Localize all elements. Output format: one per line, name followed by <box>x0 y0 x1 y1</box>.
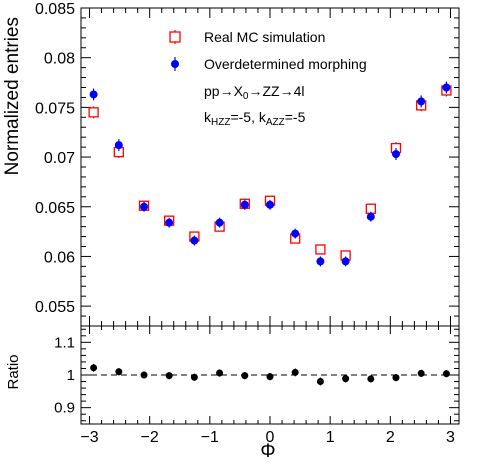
ratio-point <box>342 374 350 383</box>
morphing-marker <box>316 257 325 266</box>
ratio-y-tick-label: 0.9 <box>54 400 75 417</box>
real-mc-marker <box>88 107 99 118</box>
legend-morphing-label: Overdetermined morphing <box>204 56 367 72</box>
morphing-point <box>316 256 325 267</box>
ratio-point <box>241 372 249 380</box>
morphing-marker <box>89 90 98 99</box>
morphing-marker <box>291 229 300 238</box>
ratio-marker <box>367 375 375 383</box>
ratio-marker <box>417 369 425 377</box>
ratio-marker <box>266 373 274 381</box>
morphing-marker <box>341 257 350 266</box>
morphing-point <box>190 235 199 246</box>
ratio-marker <box>140 371 148 379</box>
ratio-marker <box>241 372 249 380</box>
x-tick-label: 2 <box>386 429 395 446</box>
legend-real-mc-label: Real MC simulation <box>204 29 325 45</box>
ratio-marker <box>90 364 98 372</box>
ratio-y-tick-label: 1.1 <box>54 334 75 351</box>
morphing-marker <box>442 83 451 92</box>
x-tick-label: 3 <box>446 429 455 446</box>
morphing-point <box>341 256 350 267</box>
main-y-tick-label: 0.075 <box>35 100 75 117</box>
ratio-marker <box>291 368 299 376</box>
morphing-marker <box>190 236 199 245</box>
ratio-point <box>266 373 274 381</box>
morphing-point <box>140 201 149 212</box>
ratio-point <box>190 373 198 381</box>
morphing-point <box>266 199 274 210</box>
main-y-axis-title: Normalized entries <box>2 17 23 175</box>
x-axis-title: Φ <box>260 441 275 462</box>
morphing-point <box>442 81 451 94</box>
morphing-point <box>366 211 375 222</box>
ratio-marker <box>216 369 224 377</box>
morphing-point <box>240 199 249 210</box>
main-y-tick-label: 0.06 <box>44 249 75 266</box>
real-mc-point <box>315 244 326 255</box>
main-y-tick-label: 0.07 <box>44 150 75 167</box>
x-tick-label: 1 <box>326 429 335 446</box>
real-mc-point <box>88 106 99 119</box>
main-y-tick-label: 0.08 <box>44 51 75 68</box>
ratio-point <box>291 368 299 377</box>
morphing-marker <box>215 218 224 227</box>
ratio-plot-panel: −3 −2 −1 0 1 2 3 0.9 1 1.1 <box>54 325 460 446</box>
process-annotation: pp→X0→ZZ→4l <box>204 83 304 102</box>
ratio-point <box>216 369 224 377</box>
ratio-marker <box>316 378 324 386</box>
ratio-marker <box>115 368 123 376</box>
morphing-marker <box>391 150 400 159</box>
ratio-point <box>140 371 148 379</box>
ratio-marker <box>190 373 198 381</box>
ratio-point <box>115 368 123 376</box>
morphing-marker <box>165 218 174 227</box>
morphing-point <box>215 217 224 228</box>
legend-morphing-marker <box>171 60 179 68</box>
real-mc-marker <box>315 244 326 255</box>
ratio-y-axis-title: Ratio <box>5 354 22 389</box>
main-y-tick-label: 0.065 <box>35 200 75 217</box>
morphing-point <box>417 95 426 108</box>
main-y-tick-label: 0.055 <box>35 299 75 316</box>
morphing-marker <box>417 97 426 106</box>
ratio-marker <box>342 375 350 383</box>
morphing-point <box>89 88 98 101</box>
main-plot-panel: 0.055 0.06 0.065 0.07 0.075 0.08 0.085 <box>35 1 460 327</box>
morphing-point <box>165 217 174 228</box>
ratio-y-tick-label: 1 <box>67 367 75 384</box>
morphing-point <box>291 228 300 239</box>
ratio-point <box>165 372 173 380</box>
morphing-point <box>391 148 400 161</box>
ratio-point <box>392 374 400 382</box>
morphing-marker <box>266 200 274 209</box>
morphing-marker <box>114 141 123 150</box>
legend-entry-morphing: Overdetermined morphing <box>171 56 367 72</box>
legend-entry-real-mc: Real MC simulation <box>169 29 325 45</box>
ratio-point <box>417 369 425 377</box>
legend-real-mc-marker <box>169 31 181 43</box>
morphing-point <box>114 139 123 152</box>
coupling-annotation: kHZZ=-5, kAZZ=-5 <box>204 109 306 128</box>
ratio-point <box>90 363 98 372</box>
x-tick-label: −3 <box>80 429 98 446</box>
ratio-point <box>316 377 324 386</box>
x-tick-label: −1 <box>201 429 219 446</box>
legend: Real MC simulation Overdetermined morphi… <box>169 29 367 72</box>
morphing-marker <box>366 212 375 221</box>
ratio-point <box>367 375 375 383</box>
ratio-marker <box>392 374 400 382</box>
ratio-marker <box>442 370 450 378</box>
morphing-marker <box>140 202 149 211</box>
ratio-point <box>442 370 450 378</box>
morphing-marker <box>240 200 249 209</box>
ratio-marker <box>165 372 173 380</box>
main-y-tick-label: 0.085 <box>35 1 75 18</box>
x-tick-label: −2 <box>141 429 159 446</box>
x-tick-label: 0 <box>266 429 275 446</box>
